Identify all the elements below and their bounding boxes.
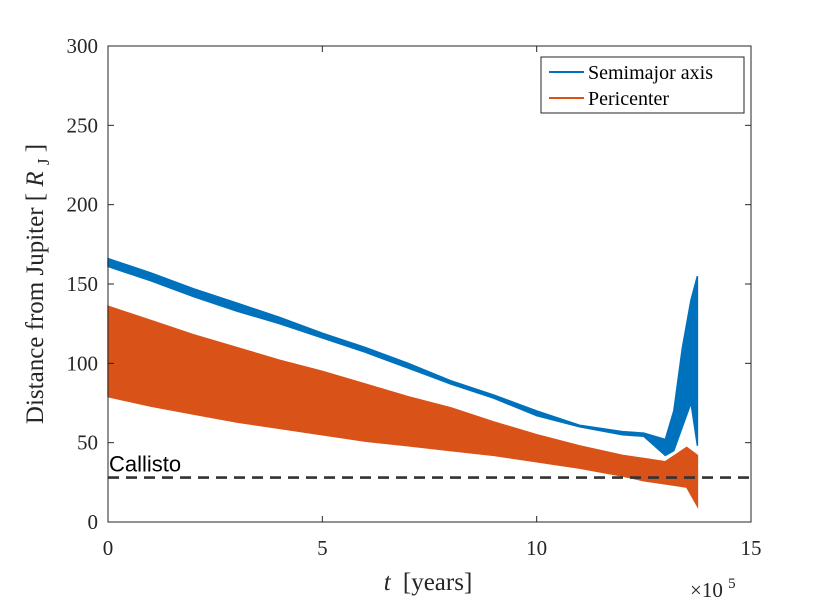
y-axis: 0 50 100 150 200 250 300 — [67, 34, 751, 534]
x-tick-label: 5 — [317, 536, 328, 560]
x-exponent-power: 5 — [728, 576, 736, 592]
legend-box — [540, 56, 745, 114]
y-axis-end-text: ] — [22, 144, 49, 152]
y-tick-label: 0 — [88, 510, 99, 534]
plot-area — [108, 46, 751, 522]
y-axis-main-text: Distance from Jupiter [ — [22, 193, 49, 424]
series-band-semimajor-axis — [107, 257, 699, 457]
y-tick-label: 150 — [67, 272, 99, 296]
x-exponent-base: ×10 — [690, 578, 723, 602]
y-axis-variable: R — [22, 171, 49, 187]
x-exponent-label: ×10 5 — [690, 576, 736, 602]
x-tick-label: 10 — [526, 536, 547, 560]
y-tick-label: 200 — [67, 193, 99, 217]
y-tick-label: 250 — [67, 113, 99, 137]
legend-label-pericenter: Pericenter — [588, 88, 669, 110]
y-axis-subscript: J — [34, 158, 53, 165]
y-axis-title: Distance from Jupiter [ R J ] — [22, 144, 55, 424]
series-band-pericenter — [107, 305, 699, 509]
y-tick-label: 300 — [67, 34, 99, 58]
x-axis-title: t [years] — [384, 569, 473, 596]
x-tick-label: 0 — [103, 536, 114, 560]
legend-label-semimajor: Semimajor axis — [588, 62, 713, 84]
callisto-label: Callisto — [109, 452, 181, 477]
x-axis: 0 5 10 15 — [103, 46, 762, 560]
y-tick-label: 50 — [77, 431, 98, 455]
x-axis-variable: t — [384, 569, 392, 596]
legend: Semimajor axis Pericenter — [540, 56, 745, 114]
series-group — [107, 257, 699, 509]
y-tick-label: 100 — [67, 351, 99, 375]
x-tick-label: 15 — [741, 536, 762, 560]
x-axis-unit: [years] — [403, 569, 472, 596]
